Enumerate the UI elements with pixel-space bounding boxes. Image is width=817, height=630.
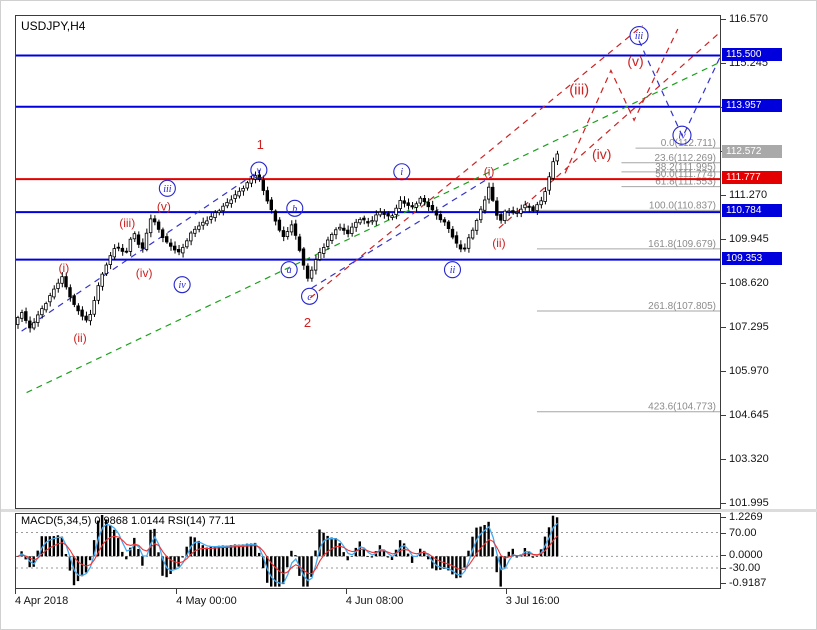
time-axis-label: 4 Jun 08:00 bbox=[345, 595, 404, 607]
wave-label-blue: iv bbox=[179, 280, 187, 291]
price-badge: 109.353 bbox=[722, 251, 782, 265]
trendline[interactable] bbox=[311, 176, 492, 289]
wave-label-red: (i) bbox=[484, 165, 495, 179]
price-badge: 113.957 bbox=[722, 98, 782, 112]
wave-label-red: 1 bbox=[257, 137, 264, 152]
wave-label-blue: iii bbox=[163, 184, 172, 195]
price-axis-tick: 101.995 bbox=[721, 496, 769, 509]
rsi-line bbox=[17, 522, 558, 584]
fib-level-label: 100.0(110.837) bbox=[649, 200, 716, 211]
wave-circle bbox=[280, 261, 298, 279]
price-badge: 115.500 bbox=[722, 47, 782, 61]
indicator-axis-tick: -30.00 bbox=[720, 562, 761, 575]
price-badge: 110.784 bbox=[722, 204, 782, 218]
fib-level-label: 50.0(111.774) bbox=[655, 169, 716, 180]
wave-circle bbox=[629, 26, 649, 46]
fib-level-label: 423.6(104.773) bbox=[648, 402, 716, 413]
fib-level-label: 0.0(112.711) bbox=[661, 138, 716, 149]
price-axis-tick: 116.570 bbox=[721, 13, 768, 25]
wave-circle bbox=[158, 179, 176, 197]
wave-circle bbox=[393, 163, 411, 181]
wave-circle bbox=[443, 261, 462, 279]
wave-label-blue: a bbox=[287, 265, 292, 276]
price-axis-tick: 105.970 bbox=[721, 364, 769, 377]
wave-label-blue: iv bbox=[678, 131, 686, 142]
price-axis-tick: 108.620 bbox=[721, 276, 769, 289]
wave-label-red: (iv) bbox=[136, 266, 153, 280]
time-axis-label: 4 Apr 2018 bbox=[15, 595, 69, 607]
wave-label-red: (iii) bbox=[119, 216, 135, 230]
wave-label-red: (i) bbox=[59, 261, 70, 275]
wave-label-blue: v bbox=[257, 166, 262, 177]
wave-circle bbox=[286, 199, 304, 217]
indicator-label: MACD(5,34,5) 0.9868 1.0144 RSI(14) 77.11 bbox=[21, 515, 236, 527]
price-axis[interactable]: 116.570115.245113.920112.595111.270109.9… bbox=[720, 13, 817, 509]
wave-label-red: (iii) bbox=[569, 81, 589, 98]
trendline[interactable] bbox=[309, 25, 643, 299]
wave-circle bbox=[173, 276, 191, 294]
signal-line bbox=[17, 535, 558, 575]
wave-label-blue: b bbox=[292, 204, 297, 215]
trendline[interactable] bbox=[564, 28, 679, 174]
trendline[interactable] bbox=[638, 40, 720, 139]
fib-level-label: 23.6(112.269) bbox=[654, 153, 716, 164]
wave-label-red: (ii) bbox=[492, 236, 505, 250]
main-chart-canvas[interactable]: 0.0(112.711) 23.6(112.269)38.2(111.995)50… bbox=[16, 16, 720, 508]
price-axis-tick: 103.320 bbox=[721, 452, 769, 465]
time-axis-label: 3 Jul 16:00 bbox=[505, 595, 560, 607]
time-axis[interactable]: 4 Apr 2018 4 May 00:00 4 Jun 08:00 3 Jul 16… bbox=[15, 589, 719, 613]
wave-label-red: (v) bbox=[627, 53, 643, 69]
price-axis-tick: 111.270 bbox=[720, 188, 768, 201]
time-axis-label: 4 May 00:00 bbox=[176, 595, 237, 607]
wave-label-red: (ii) bbox=[73, 331, 86, 345]
wave-label-blue: iii bbox=[635, 31, 644, 42]
time-axis-tick bbox=[505, 589, 507, 594]
wave-circle bbox=[301, 287, 319, 305]
price-axis-tick: 107.295 bbox=[721, 320, 769, 333]
price-badge: 112.572 bbox=[722, 144, 782, 158]
indicator-axis-tick: 0.0000 bbox=[721, 548, 763, 561]
fib-level-label: 261.8(107.805) bbox=[648, 301, 716, 312]
indicator-axis-tick: 70.00 bbox=[721, 526, 757, 539]
panel-splitter[interactable] bbox=[1, 509, 817, 512]
indicator-axis-tick: -0.9187 bbox=[720, 576, 767, 589]
time-axis-tick bbox=[176, 589, 178, 594]
chart-symbol-title: USDJPY,H4 bbox=[21, 19, 86, 33]
fib-level-label: 38.2(111.995) bbox=[655, 162, 716, 173]
trendline[interactable] bbox=[21, 169, 261, 332]
price-axis-tick: 104.645 bbox=[721, 408, 769, 421]
wave-label-red: (iv) bbox=[592, 146, 611, 162]
wave-label-blue: i bbox=[400, 167, 403, 178]
wave-circle bbox=[250, 161, 268, 179]
time-axis-tick bbox=[15, 589, 16, 594]
candlesticks bbox=[16, 150, 559, 333]
fib-level-label: 61.8(111.553) bbox=[655, 177, 716, 188]
wave-label-blue: c bbox=[307, 292, 312, 303]
indicator-axis[interactable]: 1.2269 70.00 0.0000 -30.00 -0.9187 bbox=[720, 510, 817, 589]
wave-label-blue: ii bbox=[450, 265, 456, 276]
time-axis-tick bbox=[345, 589, 347, 594]
trendline[interactable] bbox=[498, 31, 720, 229]
main-chart[interactable]: 0.0(112.711) 23.6(112.269) 38.2(111.995) 50… bbox=[15, 15, 721, 509]
indicator-panel[interactable]: MACD(5,34,5) 0.9868 1.0144 RSI(14) 77.11 bbox=[15, 513, 721, 589]
wave-label-red: (v) bbox=[157, 200, 171, 214]
wave-label-red: 2 bbox=[304, 315, 311, 330]
trendline[interactable] bbox=[26, 61, 720, 394]
indicator-canvas[interactable] bbox=[16, 514, 720, 588]
price-badge: 111.777 bbox=[722, 171, 782, 185]
wave-circle bbox=[672, 125, 692, 145]
price-axis-tick: 109.945 bbox=[721, 232, 769, 245]
fib-level-label: 161.8(109.679) bbox=[648, 239, 716, 250]
indicator-axis-tick: 1.2269 bbox=[721, 510, 763, 523]
